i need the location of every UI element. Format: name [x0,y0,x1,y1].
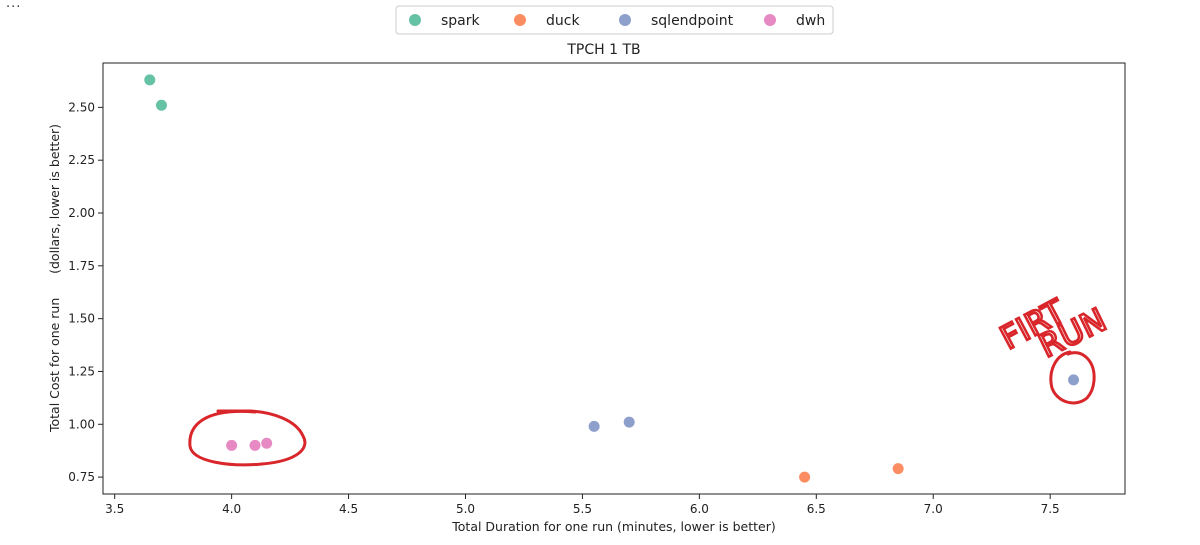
legend: spark duck sqlendpoint dwh [395,5,834,35]
legend-label-dwh: dwh [796,13,825,29]
point-dwh [249,439,261,451]
point-dwh [226,439,238,451]
point-sqlendpoint [588,420,600,432]
data-points [144,74,1080,483]
more-options-ellipsis[interactable]: ... [6,0,22,11]
x-tick-label: 4.0 [222,502,241,516]
y-tick-label: 2.50 [68,100,95,114]
y-tick-label: 1.00 [68,417,95,431]
y-tick-label: 1.75 [68,259,95,273]
x-tick-label: 6.0 [690,502,709,516]
y-tick-label: 2.25 [68,153,95,167]
chart-title: TPCH 1 TB [566,42,640,58]
plot-area [102,62,1126,495]
x-tick-label: 4.5 [339,502,358,516]
y-tick-label: 0.75 [68,470,95,484]
dwh-circle-annotation [188,409,307,467]
point-spark [144,74,156,86]
first-run-circle-annotation [1049,350,1096,405]
point-duck [892,463,904,475]
x-tick-label: 3.5 [105,502,124,516]
point-duck [799,471,811,483]
y-tick-label: 2.00 [68,206,95,220]
x-axis: 3.5 4.0 4.5 5.0 5.5 6.0 6.5 7.0 7.5 [105,494,1060,516]
x-tick-label: 7.5 [1041,502,1060,516]
legend-label-sqlendpoint: sqlendpoint [651,13,734,29]
legend-marker-spark [409,14,421,26]
legend-marker-dwh [764,14,776,26]
y-tick-label: 1.50 [68,312,95,326]
point-dwh [261,437,273,449]
legend-marker-duck [514,14,526,26]
legend-label-duck: duck [546,13,580,29]
legend-marker-sqlendpoint [619,14,631,26]
y-tick-label: 1.25 [68,364,95,378]
y-axis-label: Total Cost for one run (dollars, lower i… [47,124,62,433]
point-sqlendpoint [1068,374,1080,386]
x-tick-label: 5.5 [573,502,592,516]
y-axis: 0.75 1.00 1.25 1.50 1.75 2.00 2.25 2.50 [68,100,103,484]
handwritten-annotations: FIRT RUN [188,290,1113,467]
x-tick-label: 6.5 [807,502,826,516]
point-spark [155,99,167,111]
legend-box [395,5,834,35]
legend-label-spark: spark [441,13,481,29]
point-sqlendpoint [623,416,635,428]
x-tick-label: 7.0 [924,502,943,516]
x-axis-label: Total Duration for one run (minutes, low… [451,519,775,534]
x-tick-label: 5.0 [456,502,475,516]
